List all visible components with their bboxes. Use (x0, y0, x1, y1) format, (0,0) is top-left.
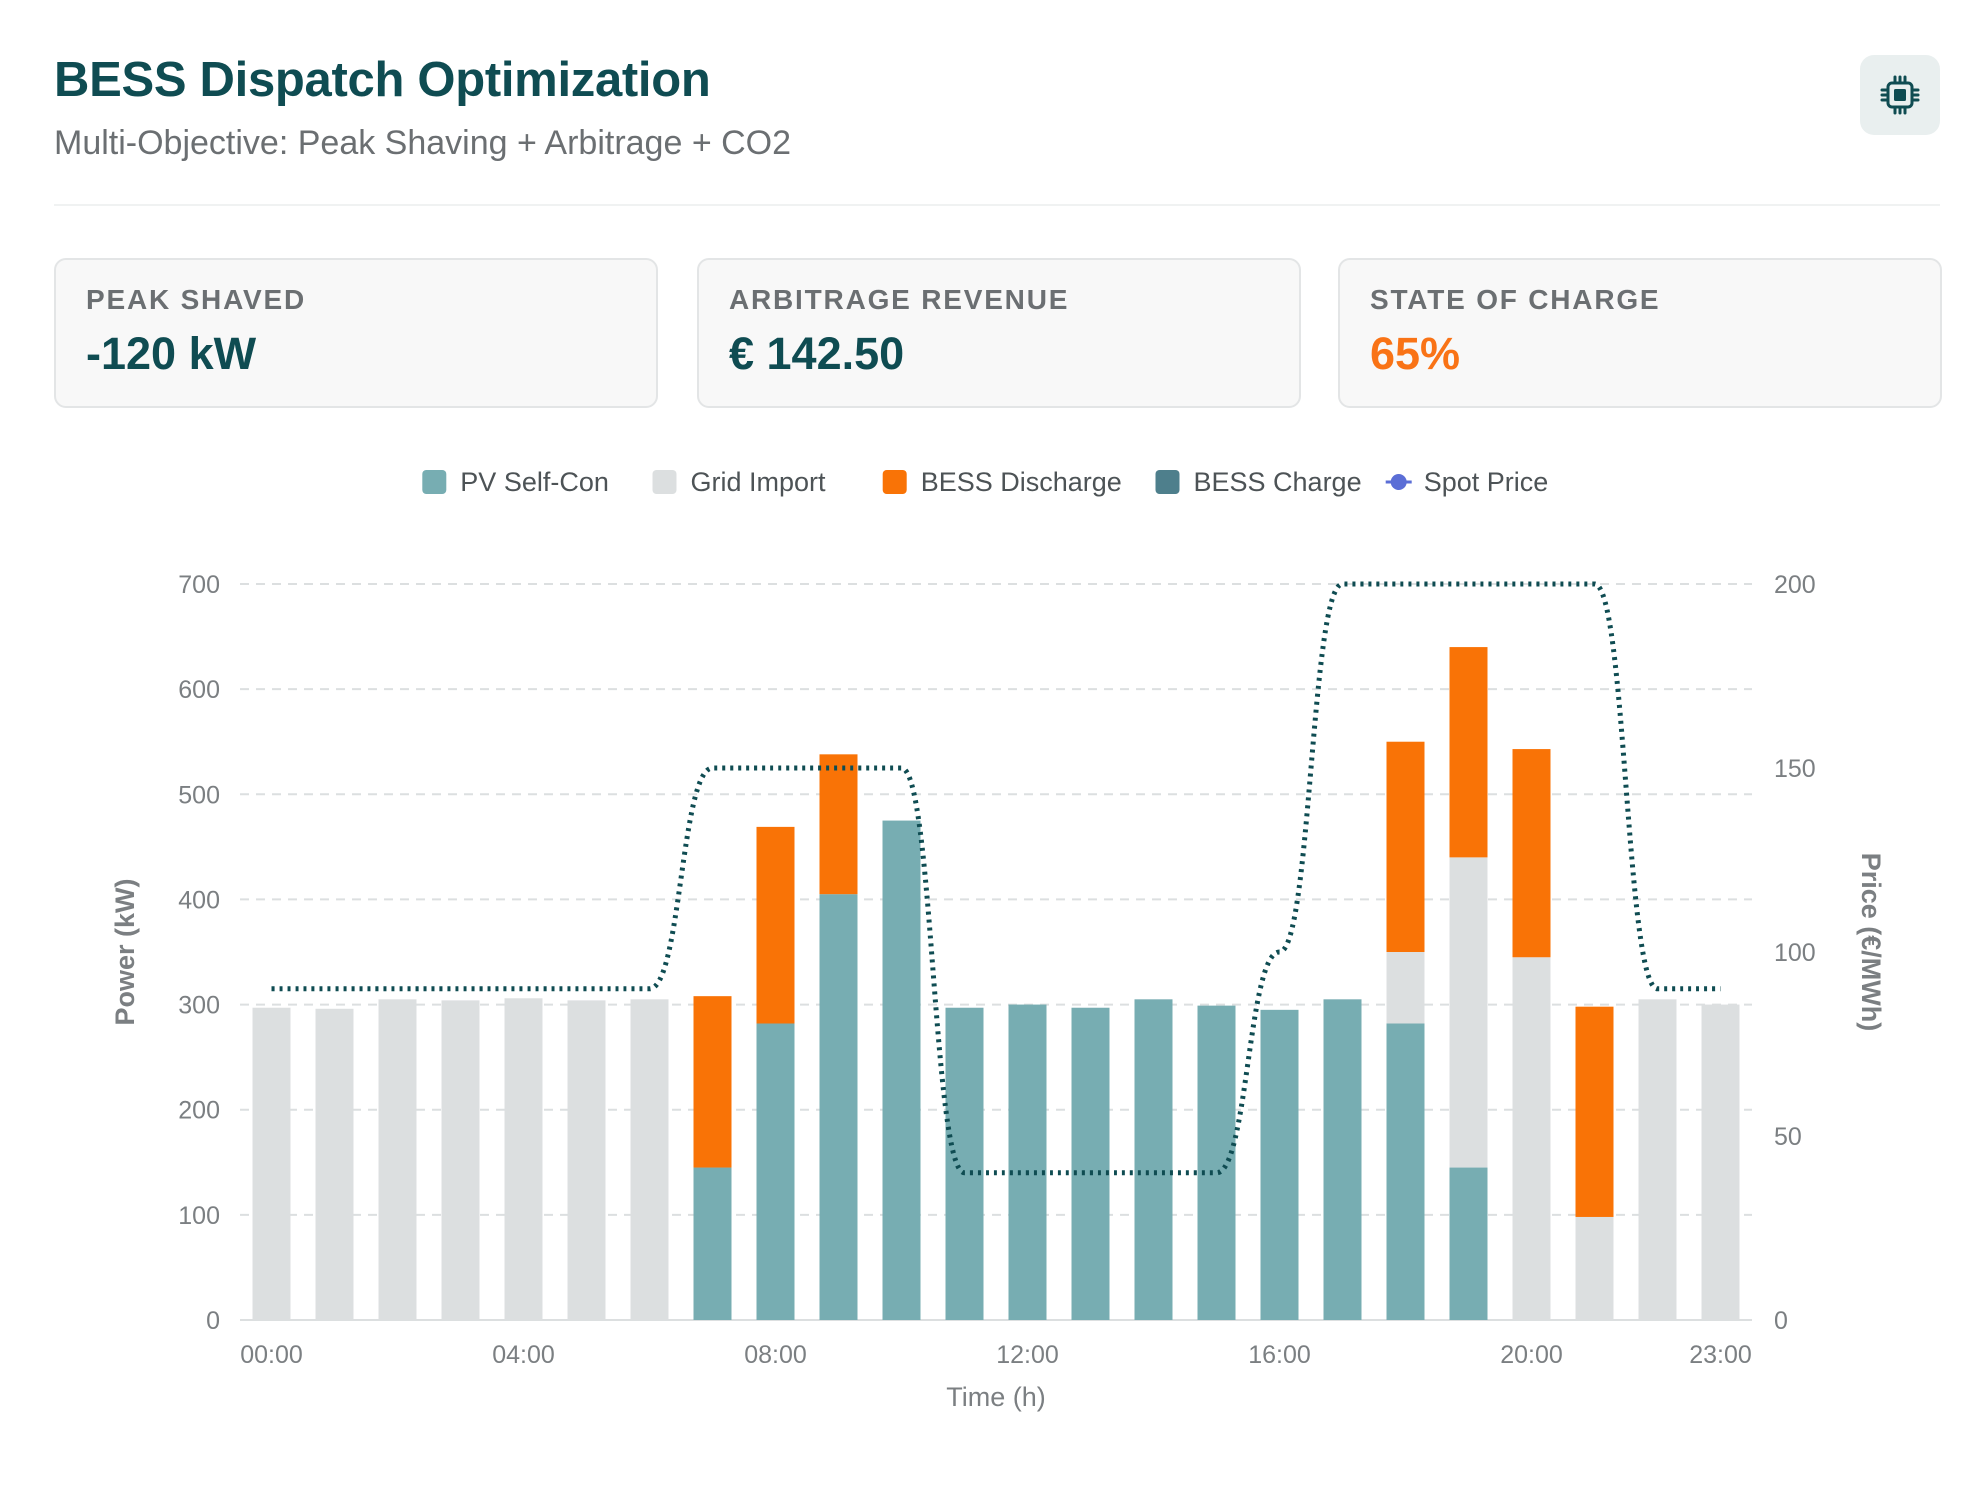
legend-marker-bess-charge (1155, 470, 1180, 494)
legend-label: PV Self-Con (460, 467, 609, 497)
x-tick-label: 23:00 (1689, 1341, 1752, 1369)
legend-marker-bess-discharge (882, 470, 907, 494)
y-tick-label: 600 (178, 676, 220, 704)
y2-tick-label: 150 (1774, 755, 1816, 783)
y-tick-label: 0 (206, 1307, 220, 1335)
kpi-value: 65% (1370, 328, 1461, 379)
bar-bess-discharge (693, 996, 732, 1168)
x-tick-label: 00:00 (240, 1341, 303, 1369)
y-tick-label: 500 (178, 781, 220, 809)
x-tick-label: 08:00 (744, 1341, 807, 1369)
y2-tick-label: 50 (1774, 1123, 1802, 1151)
legend-marker-pv-self-con (422, 470, 447, 494)
y-axis-title: Power (kW) (110, 878, 140, 1025)
kpi-peak-shaved: PEAK SHAVED -120 kW (54, 258, 658, 408)
bar-pv-self-con (819, 894, 858, 1320)
y-tick-label: 300 (178, 992, 220, 1020)
bar-pv-self-con (756, 1023, 795, 1320)
bar-pv-self-con (1071, 1007, 1110, 1320)
kpi-arbitrage-revenue: ARBITRAGE REVENUE € 142.50 (697, 258, 1301, 408)
bar-pv-self-con (1323, 999, 1362, 1320)
y-tick-label: 700 (178, 571, 220, 599)
bar-grid-import (1512, 957, 1551, 1320)
kpi-value: € 142.50 (729, 328, 905, 379)
spot-price-line (271, 581, 1721, 1176)
bar-pv-self-con (1008, 1004, 1047, 1320)
bar-bess-discharge (819, 754, 858, 895)
bar-grid-import (1575, 1216, 1614, 1320)
y-tick-label: 200 (178, 1097, 220, 1125)
legend-marker-spot-price (1390, 474, 1407, 490)
bar-pv-self-con (1197, 1005, 1236, 1320)
bar-grid-import (567, 1000, 606, 1320)
bar-grid-import (315, 1008, 354, 1320)
x-tick-label: 16:00 (1248, 1341, 1311, 1369)
cpu-chip-icon (1880, 75, 1920, 115)
bar-pv-self-con (693, 1167, 732, 1320)
bar-grid-import (378, 999, 417, 1320)
legend-marker-grid-import (652, 470, 677, 494)
bar-bess-discharge (1449, 647, 1488, 858)
bar-grid-import (1701, 1004, 1740, 1320)
bar-grid-import (441, 1000, 480, 1320)
bar-pv-self-con (1386, 1023, 1425, 1320)
y-tick-label: 100 (178, 1202, 220, 1230)
bar-pv-self-con (945, 1007, 984, 1320)
y2-tick-label: 200 (1774, 571, 1816, 599)
y2-tick-label: 100 (1774, 939, 1816, 967)
bar-grid-import (1386, 952, 1425, 1024)
kpi-label: ARBITRAGE REVENUE (729, 284, 1070, 315)
bar-grid-import (504, 998, 543, 1320)
bar-pv-self-con (1449, 1167, 1488, 1320)
kpi-row: PEAK SHAVED -120 kW ARBITRAGE REVENUE € … (54, 258, 1942, 408)
header: BESS Dispatch Optimization Multi-Objecti… (54, 52, 1940, 206)
bar-pv-self-con (1134, 999, 1173, 1320)
x-axis-title: Time (h) (946, 1382, 1046, 1412)
kpi-label: STATE OF CHARGE (1370, 284, 1661, 315)
bar-pv-self-con (882, 820, 921, 1320)
x-tick-label: 20:00 (1500, 1341, 1563, 1369)
bar-bess-discharge (1575, 1006, 1614, 1217)
bar-grid-import (1449, 857, 1488, 1168)
page-title: BESS Dispatch Optimization (54, 53, 711, 107)
kpi-value: -120 kW (86, 328, 257, 379)
legend-label: BESS Charge (1194, 467, 1362, 497)
chip-button[interactable] (1860, 55, 1940, 135)
chart-container: 0 100 200 300 400 500 600 700 0 50 100 150 200 00:00 0… (0, 440, 1986, 1440)
x-tick-label: 12:00 (996, 1341, 1059, 1369)
legend-label: BESS Discharge (921, 467, 1122, 497)
bar-bess-discharge (756, 826, 795, 1024)
x-tick-label: 04:00 (492, 1341, 555, 1369)
dispatch-chart: 0 100 200 300 400 500 600 700 0 50 100 150 200 00:00 0… (110, 467, 1886, 1412)
y-tick-label: 400 (178, 886, 220, 914)
legend-label: Spot Price (1424, 467, 1549, 497)
bar-grid-import (630, 999, 669, 1320)
y2-axis-title: Price (€/MWh) (1856, 853, 1886, 1032)
bar-grid-import (252, 1007, 291, 1320)
bar-bess-discharge (1386, 741, 1425, 952)
kpi-state-of-charge: STATE OF CHARGE 65% (1338, 258, 1942, 408)
bar-pv-self-con (1260, 1009, 1299, 1320)
bar-grid-import (1638, 999, 1677, 1320)
legend-label: Grid Import (691, 467, 827, 497)
page-subtitle: Multi-Objective: Peak Shaving + Arbitrag… (54, 124, 792, 162)
bar-bess-discharge (1512, 749, 1551, 958)
y2-tick-label: 0 (1774, 1307, 1788, 1335)
kpi-label: PEAK SHAVED (86, 284, 306, 315)
